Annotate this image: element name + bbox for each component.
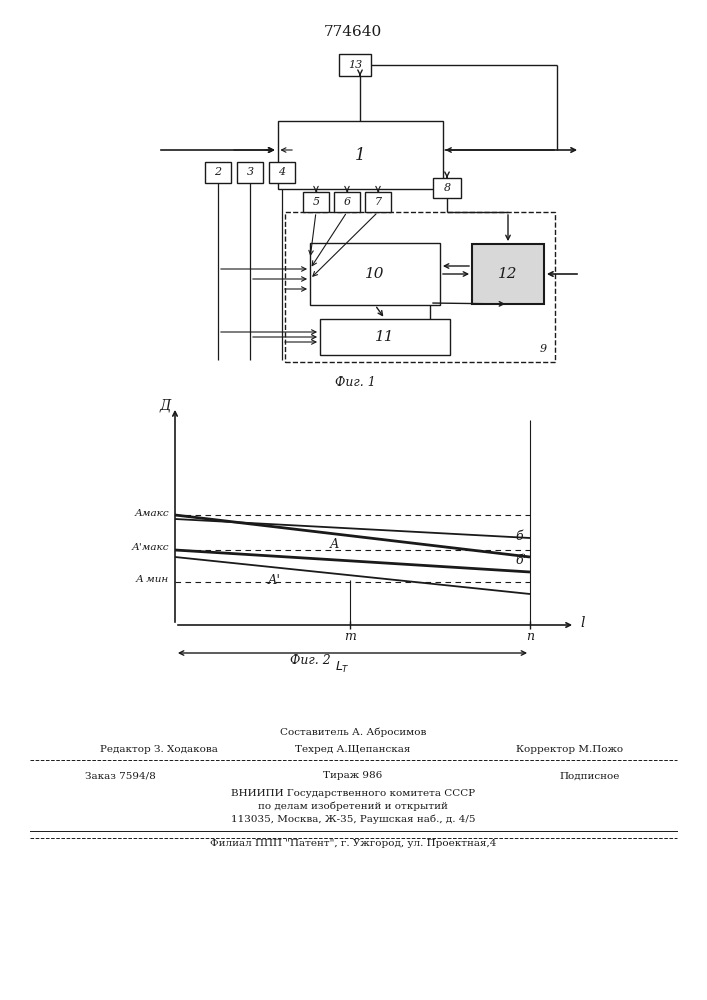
Text: 113035, Москва, Ж-35, Раушская наб., д. 4/5: 113035, Москва, Ж-35, Раушская наб., д. … xyxy=(230,814,475,824)
Bar xyxy=(237,161,263,182)
Text: 774640: 774640 xyxy=(324,25,382,39)
Text: m: m xyxy=(344,631,356,644)
Text: Техред А.Щепанская: Техред А.Щепанская xyxy=(296,746,411,754)
Text: 3: 3 xyxy=(247,167,254,177)
Text: $L_T$: $L_T$ xyxy=(335,659,350,675)
Bar xyxy=(310,243,440,305)
Bar xyxy=(365,192,391,212)
Text: Подписное: Подписное xyxy=(560,772,620,780)
Bar xyxy=(339,54,371,76)
Text: б: б xyxy=(515,530,522,544)
Text: Редактор З. Ходакова: Редактор З. Ходакова xyxy=(100,746,218,754)
Text: 6: 6 xyxy=(344,197,351,207)
Text: 7: 7 xyxy=(375,197,382,207)
Text: 11: 11 xyxy=(375,330,395,344)
Text: Д: Д xyxy=(159,398,170,412)
Text: l: l xyxy=(580,616,585,630)
Text: Фиг. 1: Фиг. 1 xyxy=(334,375,375,388)
Text: n: n xyxy=(526,631,534,644)
Text: 13: 13 xyxy=(348,60,362,70)
Text: Заказ 7594/8: Заказ 7594/8 xyxy=(85,772,156,780)
Text: 5: 5 xyxy=(312,197,320,207)
Bar xyxy=(433,178,461,198)
Text: А': А' xyxy=(268,574,281,586)
Text: А'макс: А'макс xyxy=(132,544,169,552)
Text: 9: 9 xyxy=(539,344,547,354)
Bar xyxy=(285,212,555,362)
Text: А: А xyxy=(330,538,339,552)
Text: Тираж 986: Тираж 986 xyxy=(323,772,382,780)
Text: по делам изобретений и открытий: по делам изобретений и открытий xyxy=(258,801,448,811)
Bar xyxy=(472,244,544,304)
Text: 4: 4 xyxy=(279,167,286,177)
Bar xyxy=(278,121,443,189)
Text: ВНИИПИ Государственного комитета СССР: ВНИИПИ Государственного комитета СССР xyxy=(231,788,475,798)
Text: б': б' xyxy=(515,554,526,566)
Text: Филиал ППП "Патент", г. Ужгород, ул. Проектная,4: Филиал ППП "Патент", г. Ужгород, ул. Про… xyxy=(210,838,496,848)
Text: Составитель А. Абросимов: Составитель А. Абросимов xyxy=(280,727,426,737)
Text: Амакс: Амакс xyxy=(134,508,169,518)
Bar xyxy=(205,161,231,182)
Text: 8: 8 xyxy=(443,183,450,193)
Text: А мин: А мин xyxy=(136,576,169,584)
Bar xyxy=(303,192,329,212)
Text: 12: 12 xyxy=(498,267,518,281)
Bar xyxy=(269,161,295,182)
Bar xyxy=(320,319,450,355)
Text: 2: 2 xyxy=(214,167,221,177)
Text: Корректор М.Пожо: Корректор М.Пожо xyxy=(516,746,624,754)
Bar xyxy=(334,192,360,212)
Text: 1: 1 xyxy=(355,146,366,163)
Text: 10: 10 xyxy=(366,267,385,281)
Text: Фиг. 2: Фиг. 2 xyxy=(290,654,330,666)
